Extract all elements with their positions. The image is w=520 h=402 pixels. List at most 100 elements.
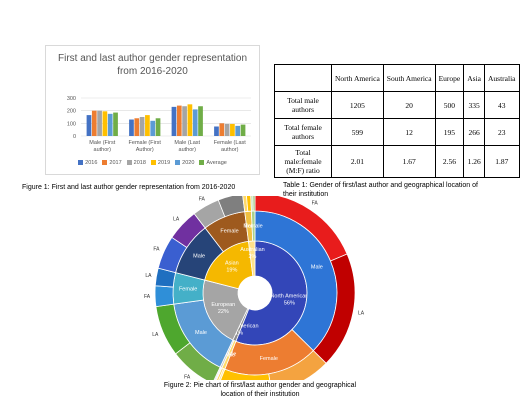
legend: 2016 2017 2018 2019 2020 Average xyxy=(46,160,259,166)
table-header-cell: Asia xyxy=(463,64,485,92)
bar xyxy=(139,117,145,136)
x-tick-label: Female (First Author) xyxy=(128,140,161,153)
table-cell: 2.01 xyxy=(331,145,384,178)
legend-item: Average xyxy=(199,160,227,166)
segment-label: LA xyxy=(358,311,365,317)
sunburst-segment xyxy=(154,285,175,308)
legend-swatch xyxy=(102,160,108,166)
segment-label: Male xyxy=(243,224,255,230)
legend-label: 2019 xyxy=(157,160,171,166)
y-tick-label: 100 xyxy=(67,121,76,127)
bar xyxy=(240,124,246,136)
bar-plot: 0 100 200 300 xyxy=(67,96,251,140)
segment-label: Female xyxy=(260,356,278,362)
x-tick-label: Male (Last author) xyxy=(174,140,201,153)
table-cell: 266 xyxy=(463,118,485,146)
bar xyxy=(230,123,235,136)
bar xyxy=(176,105,182,136)
segment-label: Female xyxy=(220,228,238,234)
bar xyxy=(187,104,193,136)
legend-item: 2019 xyxy=(150,160,171,166)
segment-label: North American xyxy=(270,294,308,300)
bar xyxy=(97,110,102,136)
y-tick-label: 0 xyxy=(73,134,76,140)
legend-label: 2018 xyxy=(133,160,146,166)
bar xyxy=(155,118,161,136)
y-tick-label: 200 xyxy=(67,109,76,115)
table-row: Total male:female (M:F) ratio 2.01 1.67 2.5… xyxy=(274,145,520,178)
segment-label: FA xyxy=(153,246,160,252)
bar-chart: First and last author gender representat… xyxy=(45,45,260,175)
bar xyxy=(224,123,230,136)
segment-label: FA xyxy=(199,196,206,202)
sunburst-chart: North American56%MaleFALAFemaleFALASouth… xyxy=(144,196,365,380)
legend-label: 2016 xyxy=(85,160,98,166)
chart-title: First and last author gender representat… xyxy=(58,53,247,77)
bar xyxy=(102,111,108,136)
segment-label: European xyxy=(211,302,235,308)
table-row: Total male authors 1205 20 500 335 43 xyxy=(274,91,520,119)
legend-label: Average xyxy=(206,160,227,166)
table-header-cell: Europe xyxy=(434,64,465,92)
table-cell: 12 xyxy=(382,118,436,146)
bar xyxy=(150,120,156,136)
sunburst-segment xyxy=(268,350,327,380)
legend-item: 2016 xyxy=(78,160,97,166)
table-cell: Total male authors xyxy=(274,91,332,119)
segment-label: Male xyxy=(195,330,207,336)
x-tick-label: Male (First author) xyxy=(89,140,116,153)
legend-swatch xyxy=(175,160,181,166)
table-corner xyxy=(274,64,332,92)
legend-swatch xyxy=(199,160,205,166)
table: North America South America Europe Asia Aust… xyxy=(274,64,520,178)
legend-label: 2017 xyxy=(109,160,122,166)
legend-item: 2018 xyxy=(126,160,146,166)
segment-label: Female xyxy=(244,223,262,229)
segment-label: LA xyxy=(152,332,159,338)
bar xyxy=(113,112,118,136)
segment-label: Male xyxy=(223,352,235,358)
bar xyxy=(192,109,198,136)
bar xyxy=(182,106,187,136)
segment-value-label: 56% xyxy=(284,301,295,307)
segment-label: FA xyxy=(144,294,151,300)
bar xyxy=(214,126,219,136)
table-cell: 500 xyxy=(434,91,465,119)
y-tick-label: 300 xyxy=(67,96,76,102)
figure-caption: Figure 2: Pie chart of first/last author… xyxy=(163,382,357,398)
table-cell: 1.26 xyxy=(463,145,485,178)
legend-swatch xyxy=(78,160,84,166)
legend-label: 2020 xyxy=(182,160,195,166)
legend-swatch xyxy=(126,160,132,166)
bar xyxy=(107,113,113,136)
bar xyxy=(129,119,134,136)
table-row: Total female authors 599 12 195 266 23 xyxy=(274,118,520,146)
figure-caption: Figure 1: First and last author gender r… xyxy=(22,184,236,191)
table-cell: 2.56 xyxy=(434,145,465,178)
segment-label: Female xyxy=(218,351,236,357)
segment-label: Female xyxy=(179,287,197,293)
table-caption: Table 1: Gender of first/last author and… xyxy=(283,182,478,198)
table-cell: 335 xyxy=(463,91,485,119)
table-header-cell: Australia xyxy=(484,64,520,92)
bar xyxy=(91,110,97,136)
segment-label: FA xyxy=(312,200,319,206)
table-cell: 23 xyxy=(484,118,520,146)
segment-label: FA xyxy=(184,374,191,380)
table-cell: 1.87 xyxy=(484,145,520,178)
table-header-cell: South America xyxy=(382,64,436,92)
table-cell: 599 xyxy=(331,118,384,146)
table-cell: 1.67 xyxy=(382,145,436,178)
table-cell: 195 xyxy=(434,118,465,146)
bar xyxy=(86,115,92,136)
segment-label: Australian xyxy=(240,247,264,253)
table-cell: Total male:female (M:F) ratio xyxy=(274,145,332,178)
sunburst-segment xyxy=(252,196,256,212)
table-cell: 1205 xyxy=(331,91,384,119)
bar xyxy=(198,106,203,136)
segment-label: Male xyxy=(193,254,205,260)
legend-swatch xyxy=(150,160,156,166)
table-cell: 43 xyxy=(484,91,520,119)
table-header: North America South America Europe Asia Aust… xyxy=(274,64,520,92)
